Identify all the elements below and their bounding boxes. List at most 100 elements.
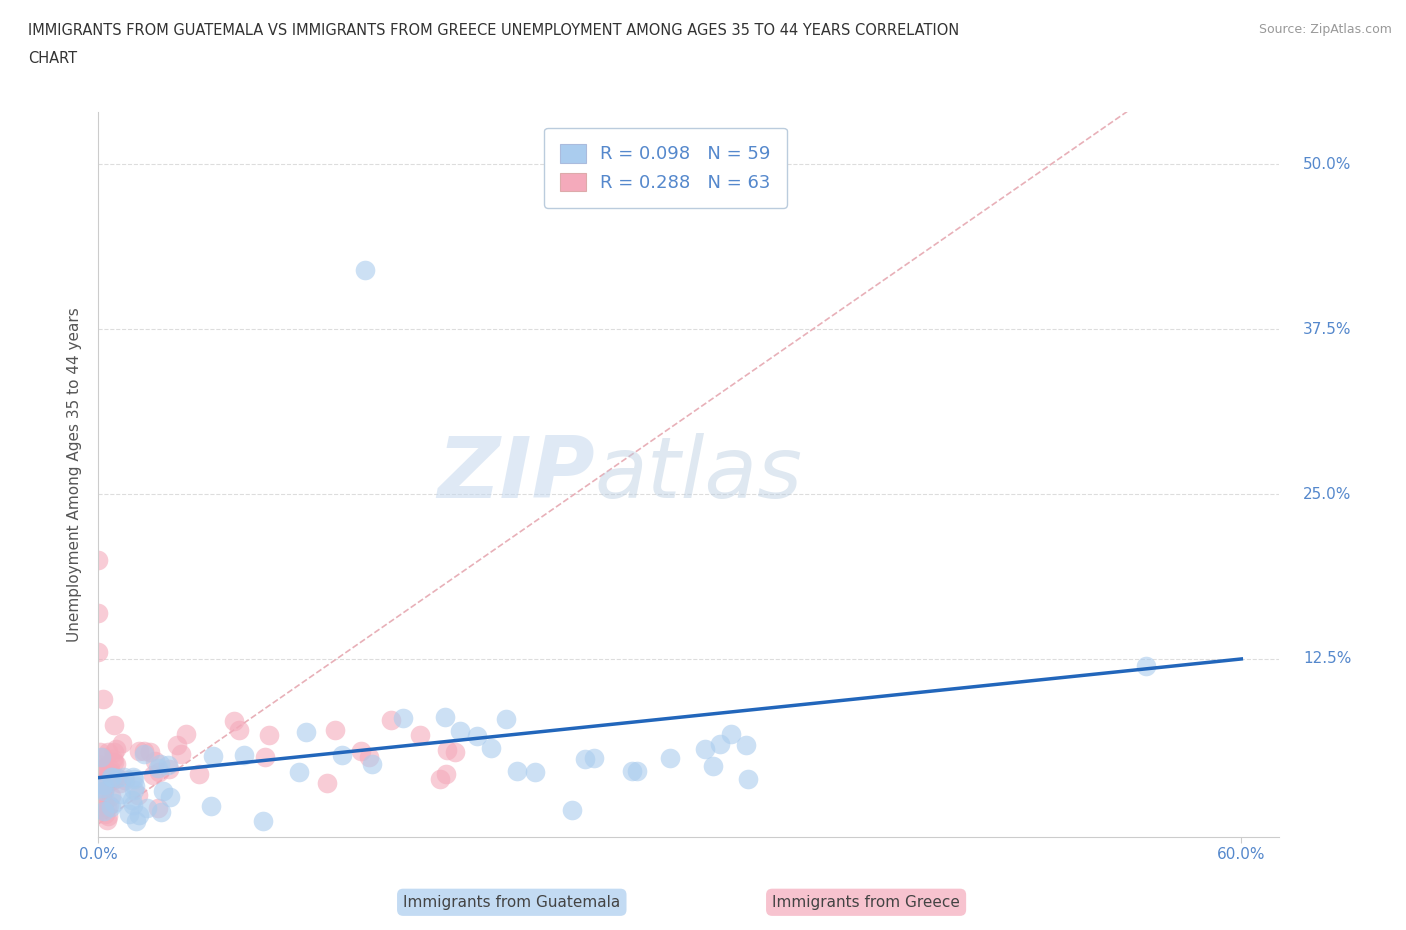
Point <box>91 785 114 800</box>
Point <box>252 813 274 828</box>
Point <box>409 727 432 742</box>
Point <box>128 808 150 823</box>
Point <box>90 761 112 776</box>
Point <box>132 743 155 758</box>
Point <box>702 758 724 773</box>
Point <box>359 749 381 764</box>
Point <box>90 750 112 764</box>
Point <box>146 761 169 776</box>
Point <box>436 742 458 757</box>
Point <box>152 783 174 798</box>
Point <box>257 727 280 742</box>
Point <box>222 714 245 729</box>
Point <box>720 726 742 741</box>
Point <box>228 723 250 737</box>
Point <box>330 748 353 763</box>
Point <box>100 799 122 814</box>
Text: 37.5%: 37.5% <box>1303 322 1351 337</box>
Point <box>100 789 122 804</box>
Point <box>105 770 128 785</box>
Point <box>233 748 256 763</box>
Point <box>100 770 122 785</box>
Point <box>93 804 115 818</box>
Point <box>110 776 132 790</box>
Point <box>127 788 149 803</box>
Point <box>380 712 402 727</box>
Point <box>100 765 122 780</box>
Point <box>111 736 134 751</box>
Point <box>134 747 156 762</box>
Point <box>159 790 181 804</box>
Point <box>96 813 118 828</box>
Point <box>524 764 547 779</box>
Point <box>626 764 648 778</box>
Point <box>101 752 124 767</box>
Point <box>112 770 135 785</box>
Point <box>148 764 170 779</box>
Point <box>449 724 471 739</box>
Point <box>118 806 141 821</box>
Point <box>142 767 165 782</box>
Point <box>157 761 180 776</box>
Point <box>174 726 197 741</box>
Text: 12.5%: 12.5% <box>1303 651 1351 667</box>
Point <box>105 771 128 786</box>
Point <box>122 798 145 813</box>
Point <box>444 744 467 759</box>
Point <box>506 764 529 778</box>
Point <box>110 786 132 801</box>
Point <box>392 711 415 725</box>
Point <box>166 737 188 752</box>
Point <box>103 717 125 732</box>
Point <box>93 797 115 812</box>
Point <box>121 792 143 807</box>
Point <box>156 758 179 773</box>
Point <box>316 776 339 790</box>
Point <box>90 802 112 817</box>
Text: Immigrants from Guatemala: Immigrants from Guatemala <box>404 895 620 910</box>
Point <box>349 744 371 759</box>
Point <box>325 723 347 737</box>
Point <box>93 784 115 799</box>
Point <box>114 773 136 788</box>
Point <box>737 772 759 787</box>
Point <box>495 711 517 726</box>
Point <box>93 777 115 792</box>
Point <box>93 783 115 798</box>
Point <box>89 763 111 777</box>
Point <box>93 773 115 788</box>
Point <box>91 692 114 707</box>
Point <box>125 814 148 829</box>
Point <box>139 745 162 760</box>
Point <box>97 809 120 824</box>
Point <box>434 710 457 724</box>
Text: 50.0%: 50.0% <box>1303 157 1351 172</box>
Point <box>465 729 488 744</box>
Point <box>97 744 120 759</box>
Point <box>122 772 145 787</box>
Point <box>90 780 112 795</box>
Point <box>87 644 110 659</box>
Point <box>103 754 125 769</box>
Point <box>121 770 143 785</box>
Point <box>87 605 110 620</box>
Point <box>87 552 110 567</box>
Point <box>354 262 377 277</box>
Point <box>89 745 111 760</box>
Point <box>98 761 121 776</box>
Point <box>89 757 111 772</box>
Point <box>98 797 121 812</box>
Point <box>200 799 222 814</box>
Point <box>582 751 605 765</box>
Point <box>254 750 277 764</box>
Point <box>479 741 502 756</box>
Point <box>100 769 122 784</box>
Point <box>96 763 118 777</box>
Point <box>103 745 125 760</box>
Point <box>693 742 716 757</box>
Text: Immigrants from Greece: Immigrants from Greece <box>772 895 960 910</box>
Point <box>1135 658 1157 673</box>
Point <box>104 742 127 757</box>
Text: ZIP: ZIP <box>437 432 595 516</box>
Point <box>150 804 173 819</box>
